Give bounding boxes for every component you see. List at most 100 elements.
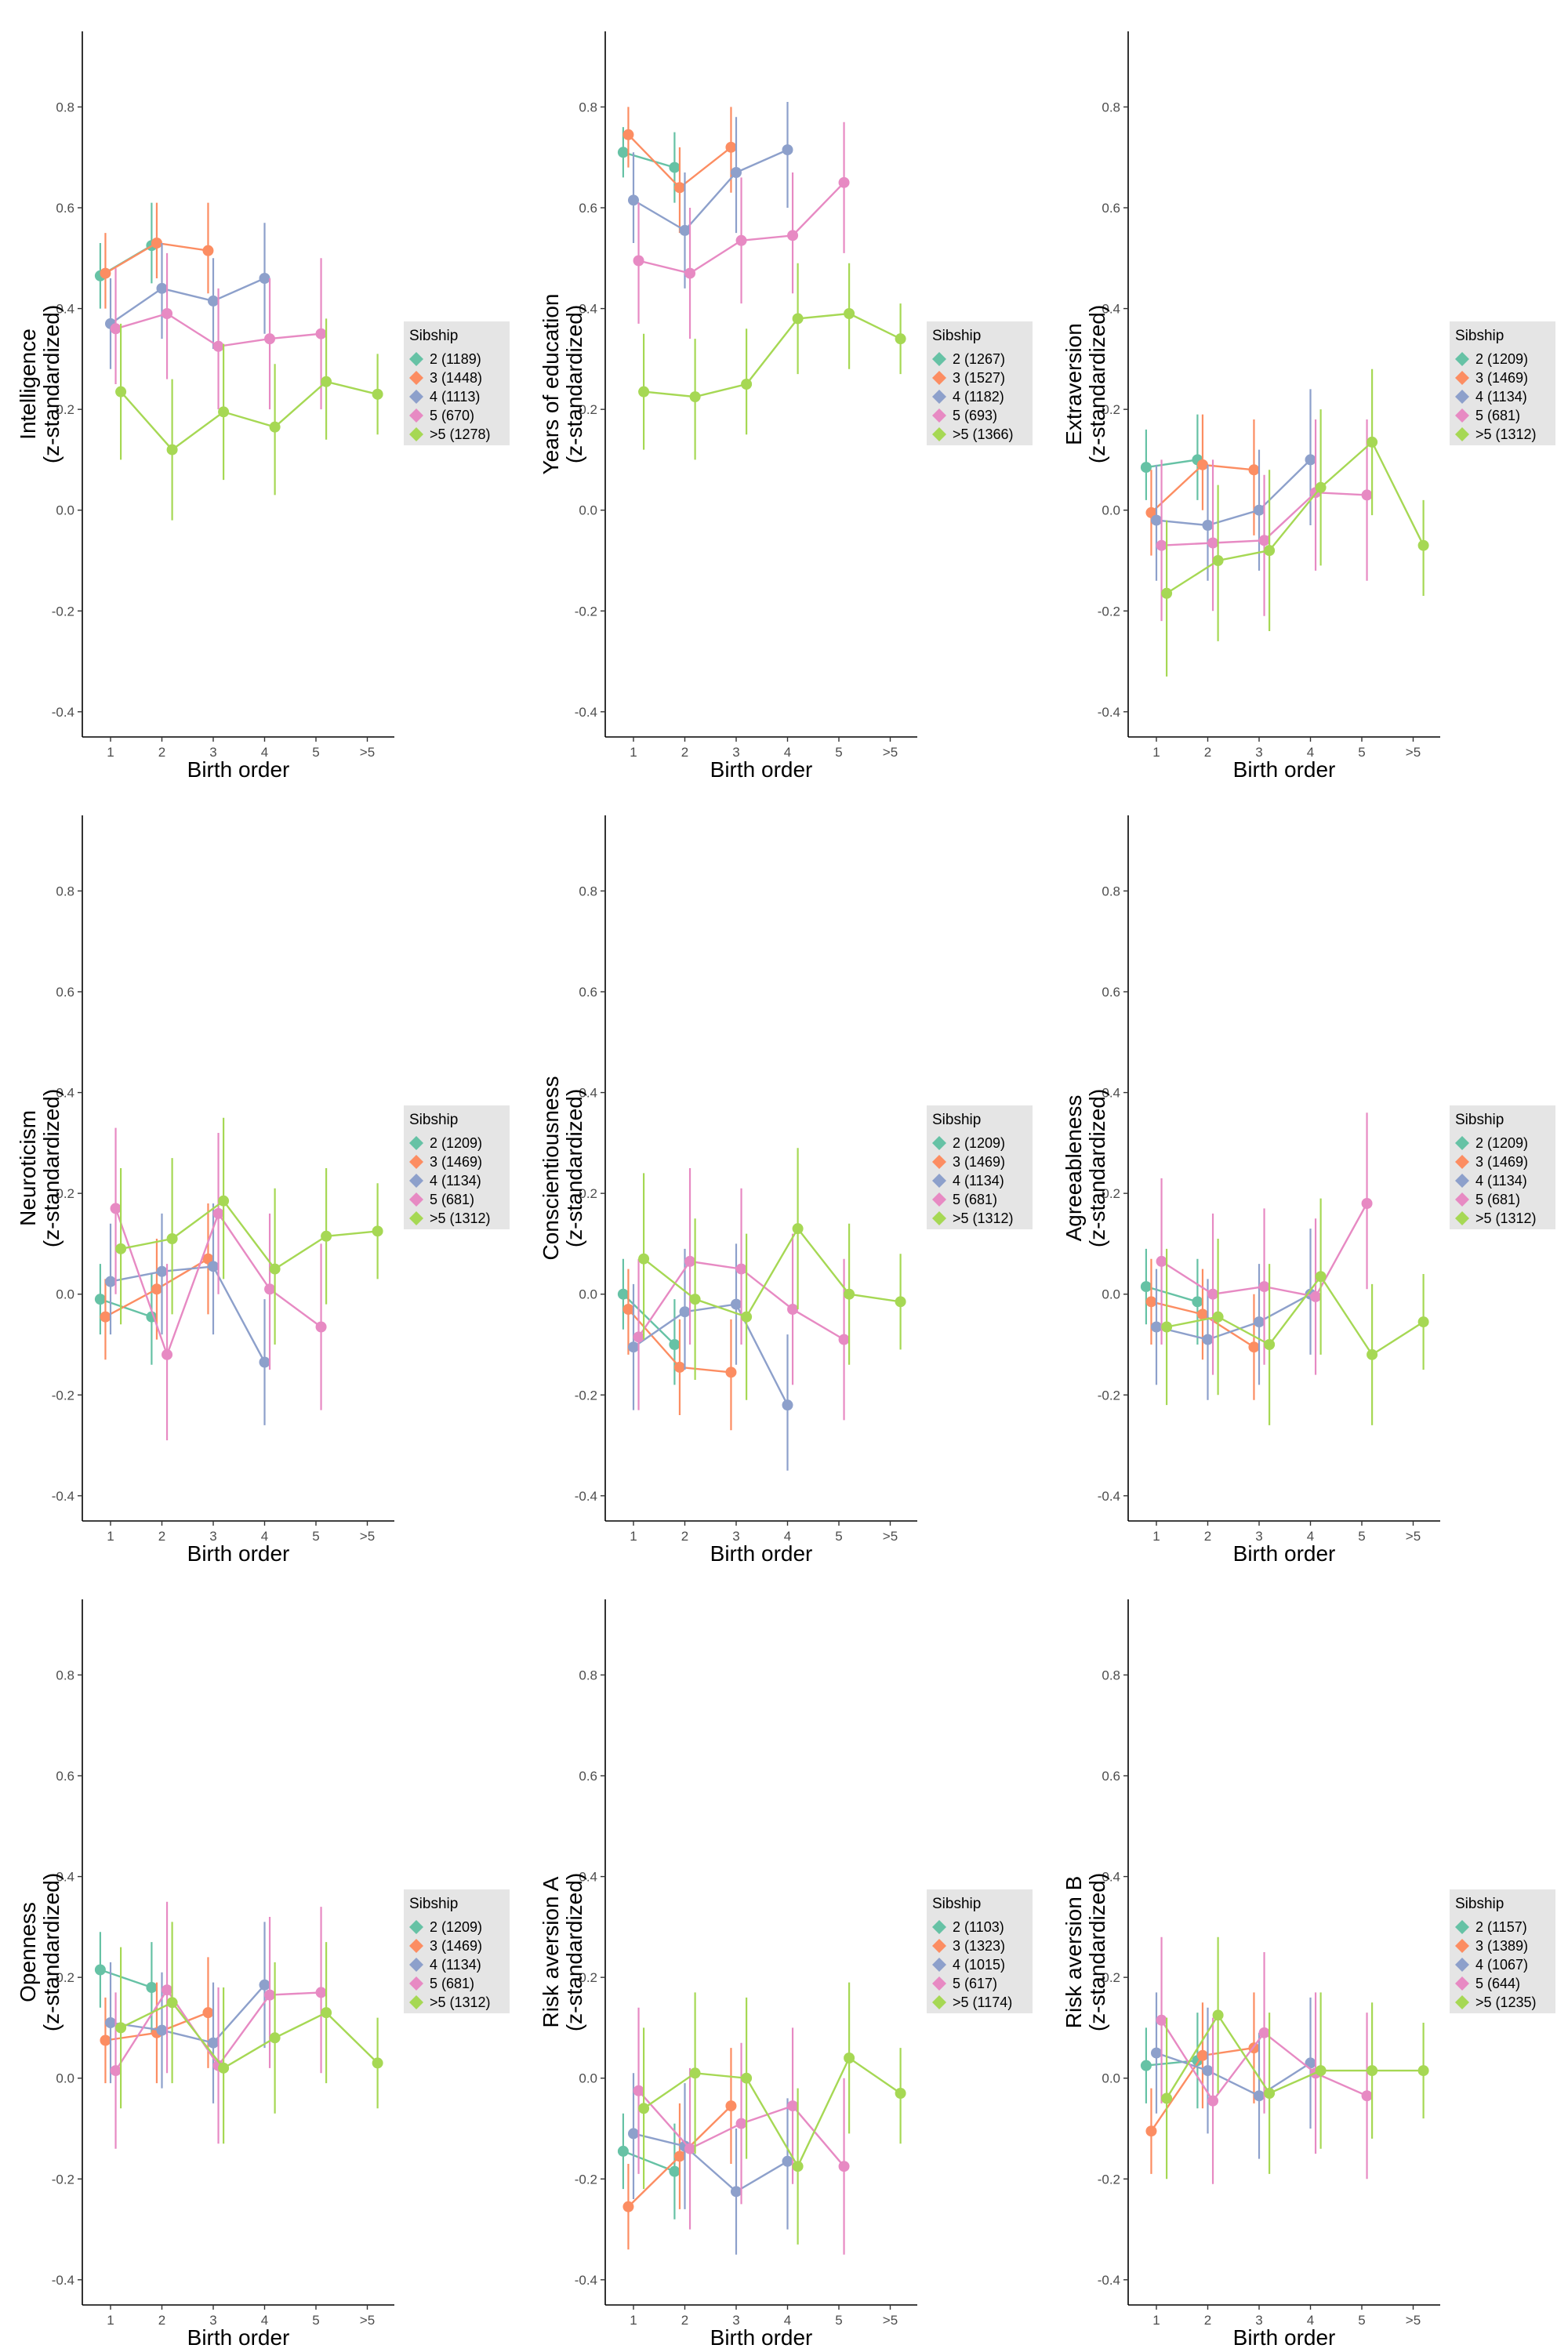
y-tick-label: 0.2 [579,1186,597,1201]
data-point [1367,1348,1378,1360]
y-axis-title-measure: Risk aversion A [539,1876,563,2027]
legend-label: 3 (1469) [1475,370,1528,386]
series-line [1166,1275,1425,1356]
data-point [1361,2090,1373,2102]
data-point [735,1263,747,1275]
legend-label: 3 (1469) [430,1938,482,1954]
x-tick-label: 2 [1204,2313,1211,2328]
x-tick-label: 5 [835,2313,842,2328]
x-tick-label: >5 [360,745,375,760]
legend-key-icon [932,1920,946,1934]
x-tick-label: 3 [1255,745,1262,760]
data-point [731,1298,742,1310]
y-tick-label: 0.4 [1102,1086,1120,1101]
data-point [633,2085,644,2096]
y-axis-title-measure: Intelligence [16,328,40,440]
legend-label: 3 (1469) [430,1154,482,1170]
legend-background [927,1889,1033,2013]
data-point [269,1263,281,1275]
data-point [372,2057,383,2069]
data-point [1367,2065,1378,2077]
legend-key-icon [932,1976,946,1991]
legend: Sibship 2 (1267) 3 (1527) 4 (1182) 5 (693) >5… [927,321,1033,445]
series-4 [628,1243,793,1471]
y-tick-label: 0.0 [1102,2071,1120,2086]
y-tick-label: 0.0 [579,2071,597,2086]
x-tick-label: >5 [883,745,898,760]
data-point [684,2143,696,2154]
legend-background [404,321,510,445]
series-line [120,380,378,452]
data-point [372,1225,383,1237]
series-4 [1151,389,1316,581]
data-point [1207,2095,1219,2107]
y-tick-label: -0.2 [1098,2172,1120,2187]
series->5 [115,318,383,521]
y-tick-label: 0.2 [56,402,74,417]
data-point [156,282,168,294]
legend-label: >5 (1312) [430,1210,491,1226]
data-point [162,1984,173,1996]
data-point [94,1964,106,1976]
data-point [673,1361,685,1373]
x-tick-label: 1 [107,2313,114,2328]
data-point [321,2007,332,2019]
series-4 [105,1203,270,1425]
data-point [673,182,685,194]
x-tick-label: 4 [784,2313,791,2328]
series-line [622,1293,676,1345]
legend-label: 4 (1134) [1475,389,1527,405]
data-point [1254,1316,1265,1328]
data-point [1248,1341,1260,1353]
data-point [669,1339,681,1350]
data-point [1264,2088,1276,2099]
data-point [1145,2125,1157,2137]
y-axis-title: Openness(z-standardized) [16,1873,64,2031]
legend-key-icon [932,352,946,366]
legend-key-icon [409,1192,423,1207]
y-axis-title: Years of education(z-standardized) [539,294,586,475]
y-axis-title-measure: Conscientiousness [539,1076,563,1260]
legend-label: 5 (681) [430,1192,474,1207]
y-tick-label: 0.2 [56,1186,74,1201]
y-tick-label: -0.2 [575,1388,597,1403]
y-axis-title-unit: (z-standardized) [39,305,64,463]
legend-title: Sibship [409,328,458,344]
y-tick-label: 0.0 [1102,503,1120,518]
data-point [100,267,111,279]
x-axis-title: Birth order [1233,2325,1336,2350]
y-tick-label: -0.4 [575,1489,597,1504]
series-2 [1140,2013,1203,2109]
legend-key-icon [932,1211,946,1225]
y-tick-label: 0.2 [56,1970,74,1985]
y-tick-label: 0.0 [1102,1287,1120,1302]
legend-key-icon [932,1174,946,1188]
x-tick-label: 5 [1358,1529,1365,1544]
legend-label: 2 (1189) [430,351,481,367]
legend-label: 4 (1067) [1475,1957,1528,1973]
legend-label: 3 (1469) [953,1154,1005,1170]
legend: Sibship 2 (1209) 3 (1469) 4 (1134) 5 (681) >5… [1450,321,1555,445]
data-point [162,1348,173,1360]
data-point [212,340,224,352]
x-tick-label: 3 [209,745,216,760]
series-line [643,312,902,398]
data-point [110,323,122,335]
data-point [1161,1321,1173,1333]
data-point [622,129,634,140]
x-axis-title: Birth order [1233,1541,1336,1566]
legend-key-icon [1455,1939,1469,1953]
x-tick-label: 1 [630,2313,637,2328]
data-point [1264,1339,1276,1350]
y-axis-title: Agreeableness(z-standardized) [1062,1089,1109,1247]
y-axis-title-measure: Agreeableness [1062,1095,1086,1242]
legend-label: 3 (1469) [1475,1154,1528,1170]
x-tick-label: 1 [1152,2313,1160,2328]
legend-label: 4 (1015) [953,1957,1005,1973]
y-tick-label: -0.2 [1098,1388,1120,1403]
data-point [1258,1281,1270,1293]
series-5 [110,1127,327,1441]
data-point [838,2161,850,2172]
legend: Sibship 2 (1209) 3 (1469) 4 (1134) 5 (681) >5… [404,1889,510,2013]
x-tick-label: 4 [1307,2313,1314,2328]
